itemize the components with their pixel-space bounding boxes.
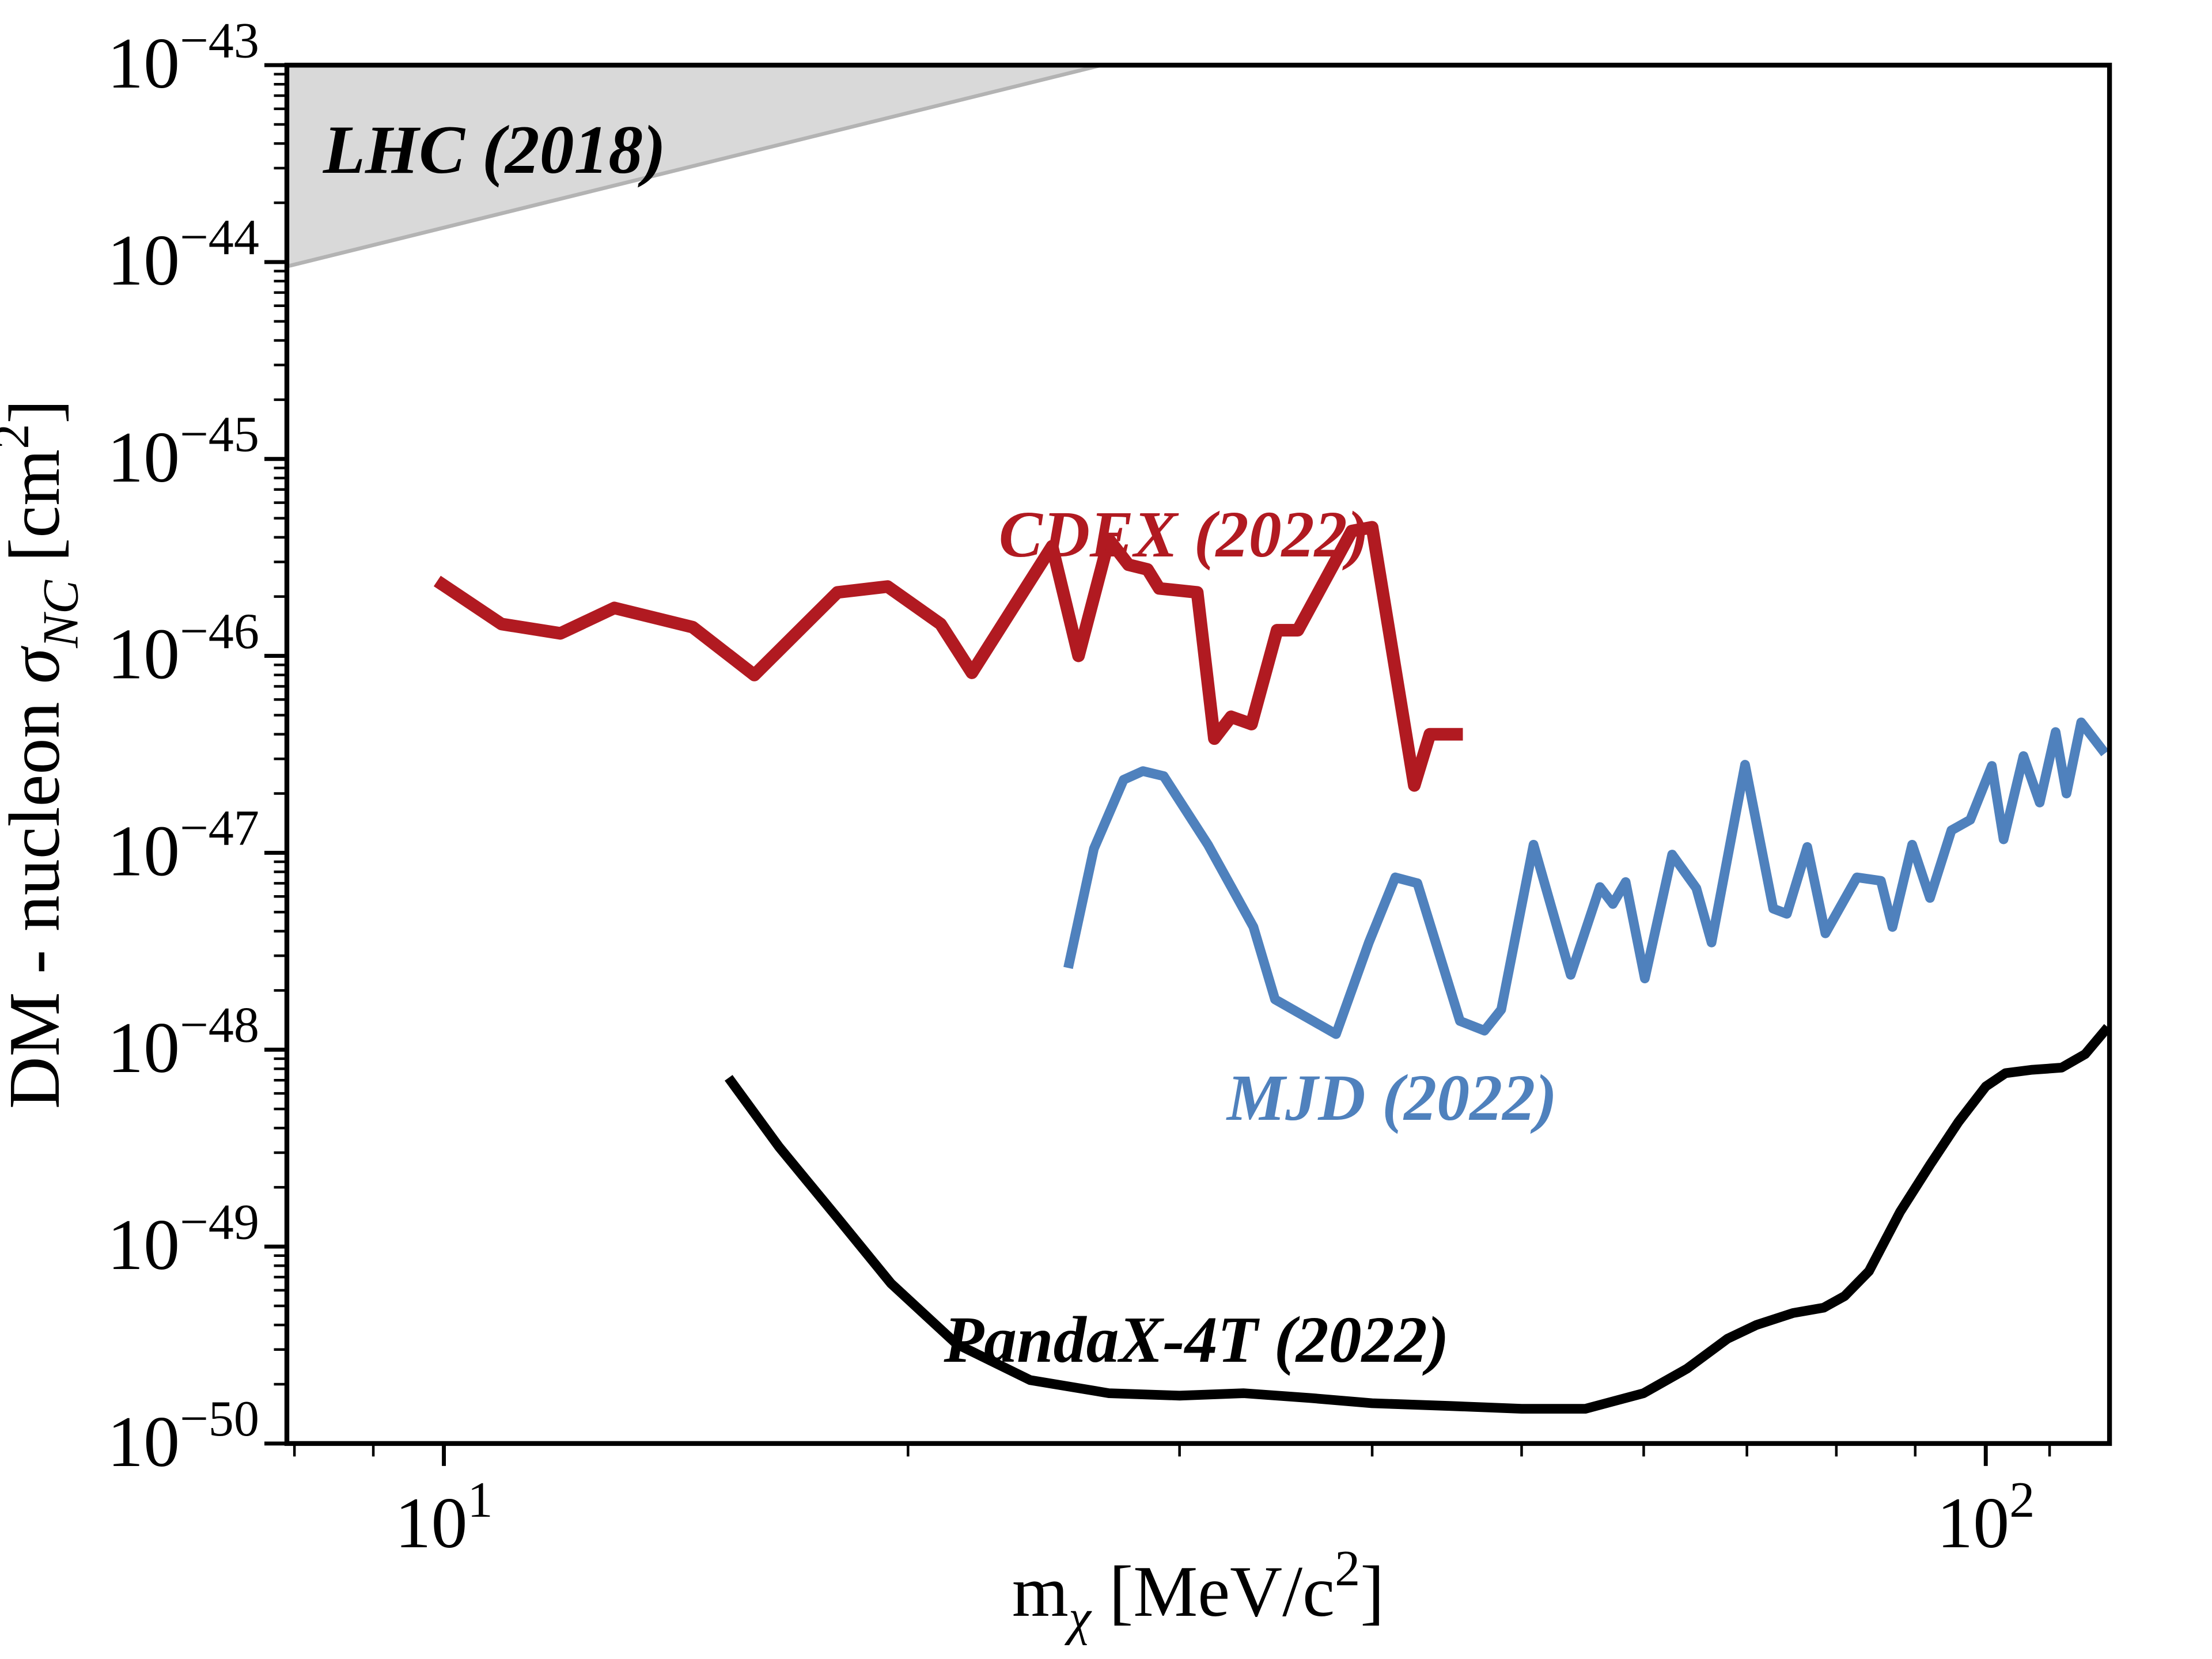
x-tick-label-10e2: 102	[1937, 1472, 2035, 1563]
y-tick-label-10e−47: 10−47	[107, 800, 259, 892]
x-axis-ticks: 101 102	[293, 1443, 2051, 1563]
y-tick-label-10e−49: 10−49	[107, 1194, 259, 1285]
mjd-label: MJD (2022)	[1226, 1061, 1557, 1134]
lhc-label: LHC (2018)	[323, 111, 666, 188]
plot-border	[284, 62, 2112, 1446]
x-axis-label: mχ [MeV/c2]	[1012, 1540, 1384, 1646]
mjd-curve	[1063, 717, 2109, 1039]
y-tick-label-10e−43: 10−43	[107, 12, 259, 104]
y-tick-label-10e−50: 10−50	[107, 1391, 259, 1482]
y-tick-label-10e−44: 10−44	[107, 209, 259, 301]
y-tick-label-10e−48: 10−48	[107, 997, 259, 1088]
y-tick-label-10e−45: 10−45	[107, 406, 259, 498]
y-tick-label-10e−46: 10−46	[107, 603, 259, 695]
pandax-curve	[725, 1024, 2110, 1414]
lhc-boundary-line	[287, 65, 1102, 268]
cdex-curve	[433, 521, 1463, 792]
y-axis-label: DM - nucleon σNC [cm2]	[0, 400, 89, 1109]
y-axis-ticks: 10−43 10−44 10−45 10−46 10−47 10−48 10−49 10−50	[107, 12, 287, 1482]
x-tick-label-10e1: 101	[395, 1472, 493, 1563]
cdex-label: CDEX (2022)	[999, 498, 1369, 571]
pandax-label: PandaX-4T (2022)	[944, 1303, 1449, 1376]
